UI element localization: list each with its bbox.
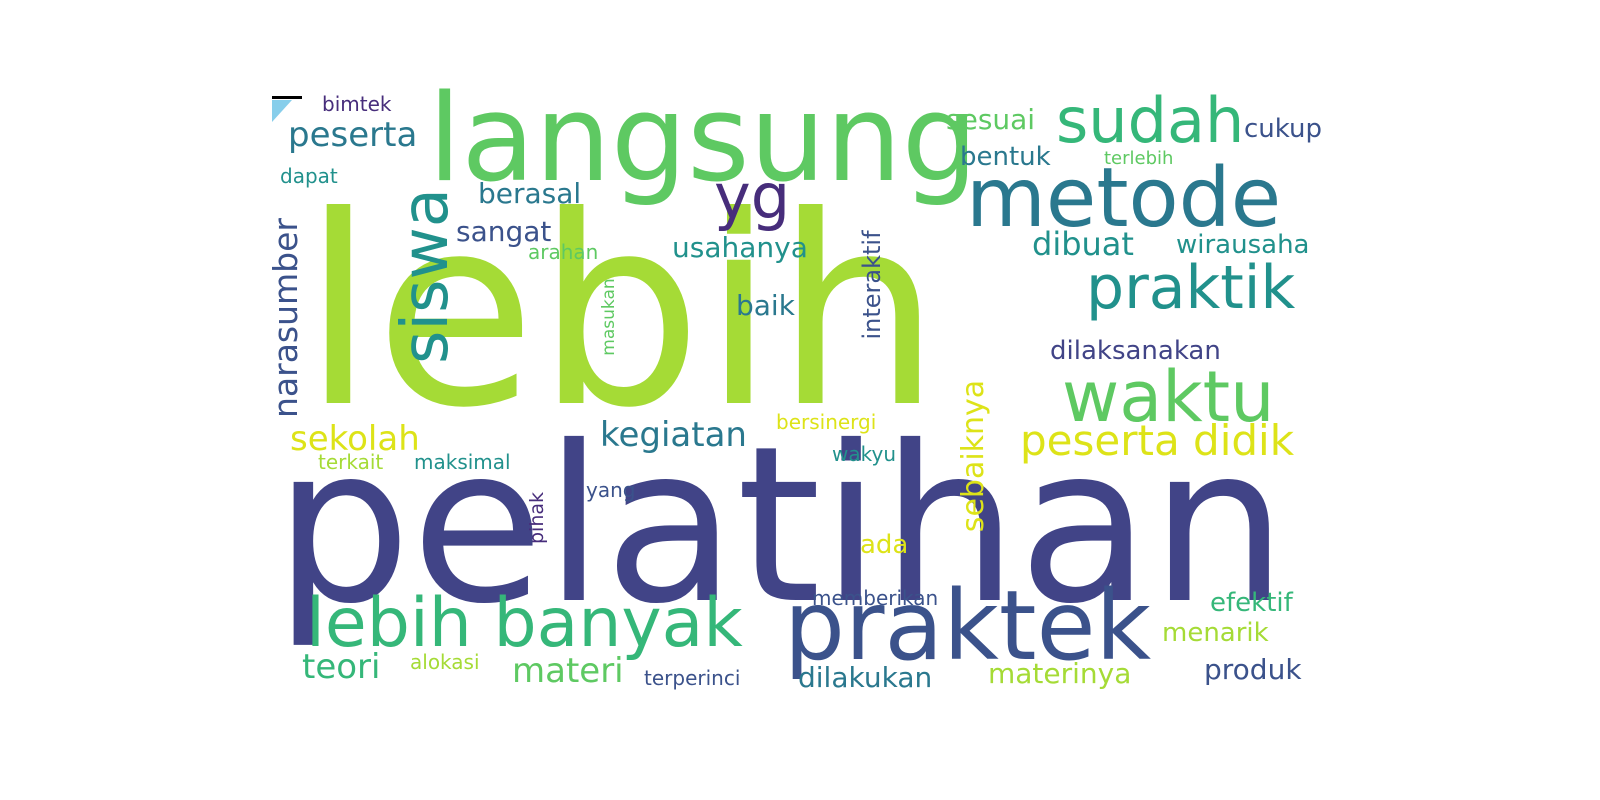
word-baik: baik [736, 289, 795, 322]
word-dibuat: dibuat [1032, 225, 1134, 263]
word-wirausaha: wirausaha [1176, 230, 1310, 260]
word-terperinci: terperinci [644, 666, 741, 690]
word-lebih: lebih [302, 160, 942, 465]
word-teori: teori [302, 647, 381, 687]
word-bimtek: bimtek [322, 92, 392, 116]
word-efektif: efektif [1210, 588, 1293, 618]
word-kegiatan: kegiatan [600, 415, 747, 455]
word-narasumber: narasumber [266, 218, 305, 418]
word-terkait: terkait [318, 450, 384, 474]
word-menarik: menarik [1162, 618, 1269, 648]
word-yang: yang [586, 478, 636, 502]
word-dilaksanakan: dilaksanakan [1050, 336, 1221, 366]
word-praktek: praktek [784, 570, 1152, 682]
word-praktik: praktik [1086, 253, 1296, 323]
word-langsung: langsung [428, 70, 978, 209]
word-lebih-banyak: lebih banyak [306, 584, 743, 663]
word-siswa: siswa [389, 187, 463, 364]
word-bersinergi: bersinergi [776, 410, 877, 434]
word-pelatihan: pelatihan [274, 400, 1288, 651]
word-sangat: sangat [456, 215, 552, 248]
word-materinya: materinya [988, 657, 1132, 690]
word-maksimal: maksimal [414, 450, 511, 474]
word-sebaiknya: sebaiknya [956, 379, 991, 533]
word-sudah: sudah [1056, 84, 1245, 157]
word-produk: produk [1204, 653, 1302, 686]
word-cukup: cukup [1244, 114, 1323, 144]
word-usahanya: usahanya [672, 231, 808, 264]
word-peserta: peserta [288, 115, 418, 155]
word-pihak: pihak [526, 491, 548, 545]
word-alokasi: alokasi [410, 650, 480, 674]
corner-mark-icon [272, 96, 302, 122]
word-memberikan: memberikan [812, 586, 939, 610]
word-interaktif: interaktif [858, 230, 886, 340]
word-masukan: masukan [599, 278, 619, 356]
word-dilakukan: dilakukan [798, 661, 933, 694]
word-sekolah: sekolah [290, 419, 420, 459]
word-wakyu: wakyu [832, 442, 896, 466]
word-bentuk: bentuk [960, 142, 1051, 172]
word-yg: yg [714, 160, 791, 233]
word-waktu: waktu [1062, 356, 1275, 438]
word-arahan: arahan [528, 240, 599, 264]
word-metode: metode [966, 151, 1282, 246]
word-peserta-didik: peserta didik [1020, 416, 1295, 465]
word-berasal: berasal [478, 177, 582, 210]
word-dapat: dapat [280, 164, 338, 188]
word-materi: materi [512, 651, 624, 691]
word-ada: ada [860, 530, 909, 560]
word-terlebih: terlebih [1104, 148, 1174, 169]
word-sesuai: sesuai [946, 103, 1036, 136]
